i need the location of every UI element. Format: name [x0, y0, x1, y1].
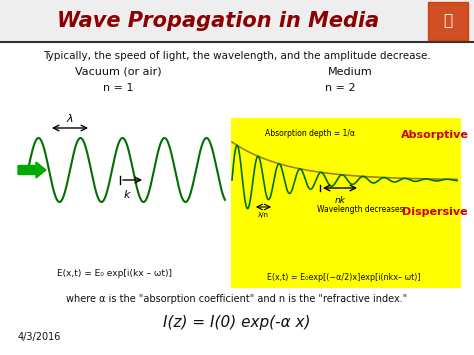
Bar	[428, 2, 468, 40]
Text: 🐦: 🐦	[444, 13, 453, 28]
Text: n = 1: n = 1	[103, 83, 133, 93]
Text: λ: λ	[67, 114, 73, 124]
Text: n = 2: n = 2	[325, 83, 356, 93]
Bar	[232, 119, 460, 287]
Text: nk: nk	[335, 196, 346, 205]
Text: 4/3/2016: 4/3/2016	[18, 332, 61, 342]
Text: where α is the "absorption coefficient" and n is the "refractive index.": where α is the "absorption coefficient" …	[66, 294, 408, 304]
Text: E(x,t) = E₀exp[(−α/2)x]exp[i(nkx– ωt)]: E(x,t) = E₀exp[(−α/2)x]exp[i(nkx– ωt)]	[267, 273, 421, 282]
Text: k: k	[124, 190, 130, 200]
Text: Dispersive: Dispersive	[402, 207, 468, 217]
Text: I(z) = I(0) exp(-α x): I(z) = I(0) exp(-α x)	[163, 316, 311, 331]
Text: Wavelength decreases: Wavelength decreases	[317, 206, 403, 214]
FancyArrow shape	[18, 162, 46, 178]
Text: λ/n: λ/n	[258, 212, 269, 218]
Text: Typically, the speed of light, the wavelength, and the amplitude decrease.: Typically, the speed of light, the wavel…	[43, 51, 431, 61]
Text: Absorption depth = 1/α: Absorption depth = 1/α	[265, 129, 355, 137]
Text: Wave Propagation in Media: Wave Propagation in Media	[57, 11, 379, 31]
Text: E(x,t) = E₀ exp[i(kx – ωt)]: E(x,t) = E₀ exp[i(kx – ωt)]	[57, 268, 173, 278]
Text: Medium: Medium	[328, 67, 373, 77]
Bar	[0, 0, 474, 42]
Text: Absorptive: Absorptive	[401, 130, 469, 140]
Text: Vacuum (or air): Vacuum (or air)	[75, 67, 161, 77]
